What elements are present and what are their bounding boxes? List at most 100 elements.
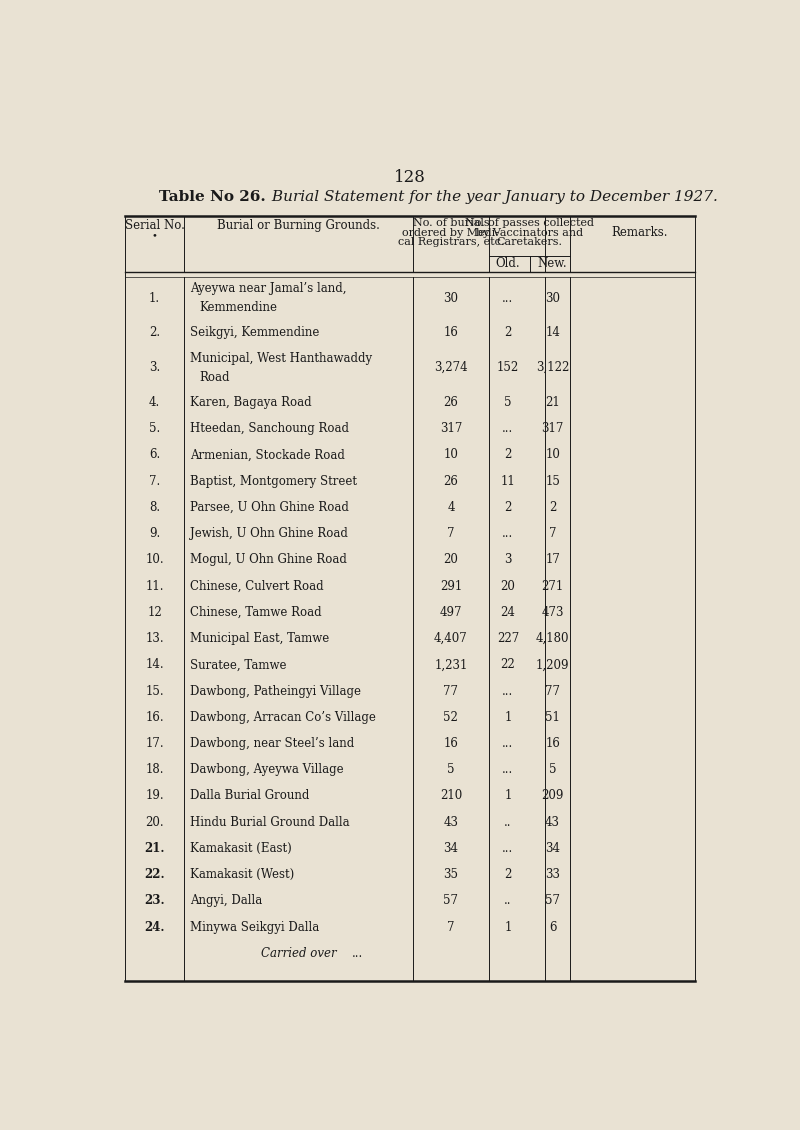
Text: 10: 10 xyxy=(443,449,458,461)
Text: Chinese, Tamwe Road: Chinese, Tamwe Road xyxy=(190,606,322,619)
Text: Armenian, Stockade Road: Armenian, Stockade Road xyxy=(190,449,345,461)
Text: 9.: 9. xyxy=(149,527,160,540)
Text: Kemmendine: Kemmendine xyxy=(199,302,277,314)
Text: 15: 15 xyxy=(545,475,560,488)
Text: 317: 317 xyxy=(542,423,564,435)
Text: 16: 16 xyxy=(443,737,458,750)
Text: •: • xyxy=(152,232,158,241)
Text: 17: 17 xyxy=(545,554,560,566)
Text: 7.: 7. xyxy=(149,475,160,488)
Text: 20.: 20. xyxy=(146,816,164,828)
Text: 10: 10 xyxy=(545,449,560,461)
Text: 3,274: 3,274 xyxy=(434,362,468,374)
Text: 1,209: 1,209 xyxy=(536,659,570,671)
Text: 497: 497 xyxy=(440,606,462,619)
Text: ordered by Medi-: ordered by Medi- xyxy=(402,228,499,237)
Text: 10.: 10. xyxy=(146,554,164,566)
Text: Dawbong, near Steel’s land: Dawbong, near Steel’s land xyxy=(190,737,354,750)
Text: 8.: 8. xyxy=(149,501,160,514)
Text: 5: 5 xyxy=(549,763,556,776)
Text: ...: ... xyxy=(502,527,514,540)
Text: 317: 317 xyxy=(440,423,462,435)
Text: Remarks.: Remarks. xyxy=(611,226,668,240)
Text: 2: 2 xyxy=(504,327,512,339)
Text: 12: 12 xyxy=(147,606,162,619)
Text: 43: 43 xyxy=(545,816,560,828)
Text: 24.: 24. xyxy=(144,921,165,933)
Text: 11.: 11. xyxy=(146,580,164,592)
Text: Ayeywa near Jamal’s land,: Ayeywa near Jamal’s land, xyxy=(190,282,346,295)
Text: Kamakasit (West): Kamakasit (West) xyxy=(190,868,294,881)
Text: 227: 227 xyxy=(497,632,519,645)
Text: Karen, Bagaya Road: Karen, Bagaya Road xyxy=(190,396,311,409)
Text: ...: ... xyxy=(502,763,514,776)
Text: ...: ... xyxy=(502,685,514,697)
Text: 209: 209 xyxy=(542,790,564,802)
Text: 22.: 22. xyxy=(144,868,165,881)
Text: 16: 16 xyxy=(443,327,458,339)
Text: 2: 2 xyxy=(504,501,512,514)
Text: 22: 22 xyxy=(501,659,515,671)
Text: Mogul, U Ohn Ghine Road: Mogul, U Ohn Ghine Road xyxy=(190,554,346,566)
Text: 35: 35 xyxy=(443,868,458,881)
Text: Dawbong, Patheingyi Village: Dawbong, Patheingyi Village xyxy=(190,685,361,697)
Text: 6: 6 xyxy=(549,921,556,933)
Text: 11: 11 xyxy=(501,475,515,488)
Text: 30: 30 xyxy=(443,292,458,305)
Text: 128: 128 xyxy=(394,168,426,185)
Text: 3.: 3. xyxy=(149,362,160,374)
Text: Chinese, Culvert Road: Chinese, Culvert Road xyxy=(190,580,323,592)
Text: 152: 152 xyxy=(497,362,519,374)
Text: 33: 33 xyxy=(545,868,560,881)
Text: 77: 77 xyxy=(545,685,560,697)
Text: 7: 7 xyxy=(447,527,454,540)
Text: Dawbong, Arracan Co’s Village: Dawbong, Arracan Co’s Village xyxy=(190,711,376,724)
Text: 26: 26 xyxy=(443,396,458,409)
Text: ...: ... xyxy=(502,842,514,855)
Text: 24: 24 xyxy=(501,606,515,619)
Text: 77: 77 xyxy=(443,685,458,697)
Text: 4: 4 xyxy=(447,501,454,514)
Text: No. of passes collected: No. of passes collected xyxy=(465,218,594,228)
Text: Baptist, Montgomery Street: Baptist, Montgomery Street xyxy=(190,475,357,488)
Text: 4,407: 4,407 xyxy=(434,632,468,645)
Text: Dawbong, Ayeywa Village: Dawbong, Ayeywa Village xyxy=(190,763,343,776)
Text: Burial or Burning Grounds.: Burial or Burning Grounds. xyxy=(217,219,380,232)
Text: 20: 20 xyxy=(443,554,458,566)
Text: 3: 3 xyxy=(504,554,512,566)
Text: 19.: 19. xyxy=(146,790,164,802)
Text: 21.: 21. xyxy=(144,842,165,855)
Text: 4.: 4. xyxy=(149,396,160,409)
Text: Carried over: Carried over xyxy=(261,947,336,959)
Text: 5: 5 xyxy=(504,396,512,409)
Text: 1: 1 xyxy=(504,921,512,933)
Text: No. of burials: No. of burials xyxy=(413,218,490,228)
Text: 57: 57 xyxy=(443,895,458,907)
Text: 473: 473 xyxy=(542,606,564,619)
Text: 271: 271 xyxy=(542,580,564,592)
Text: Parsee, U Ohn Ghine Road: Parsee, U Ohn Ghine Road xyxy=(190,501,349,514)
Text: Suratee, Tamwe: Suratee, Tamwe xyxy=(190,659,286,671)
Text: 16: 16 xyxy=(545,737,560,750)
Text: Hteedan, Sanchoung Road: Hteedan, Sanchoung Road xyxy=(190,423,349,435)
Text: ...: ... xyxy=(502,737,514,750)
Text: by Vaccinators and: by Vaccinators and xyxy=(476,228,583,237)
Text: Kamakasit (East): Kamakasit (East) xyxy=(190,842,292,855)
Text: Minywa Seikgyi Dalla: Minywa Seikgyi Dalla xyxy=(190,921,319,933)
Text: 43: 43 xyxy=(443,816,458,828)
Text: Caretakers.: Caretakers. xyxy=(497,237,562,247)
Text: Hindu Burial Ground Dalla: Hindu Burial Ground Dalla xyxy=(190,816,350,828)
Text: Jewish, U Ohn Ghine Road: Jewish, U Ohn Ghine Road xyxy=(190,527,348,540)
Text: Dalla Burial Ground: Dalla Burial Ground xyxy=(190,790,310,802)
Text: 23.: 23. xyxy=(144,895,165,907)
Text: 2: 2 xyxy=(504,868,512,881)
Text: 1: 1 xyxy=(504,790,512,802)
Text: 7: 7 xyxy=(549,527,556,540)
Text: 34: 34 xyxy=(443,842,458,855)
Text: Burial Statement for the year January to December 1927.: Burial Statement for the year January to… xyxy=(267,190,718,203)
Text: Municipal, West Hanthawaddy: Municipal, West Hanthawaddy xyxy=(190,351,372,365)
Text: 1: 1 xyxy=(504,711,512,724)
Text: ...: ... xyxy=(502,292,514,305)
Text: 20: 20 xyxy=(501,580,515,592)
Text: 16.: 16. xyxy=(146,711,164,724)
